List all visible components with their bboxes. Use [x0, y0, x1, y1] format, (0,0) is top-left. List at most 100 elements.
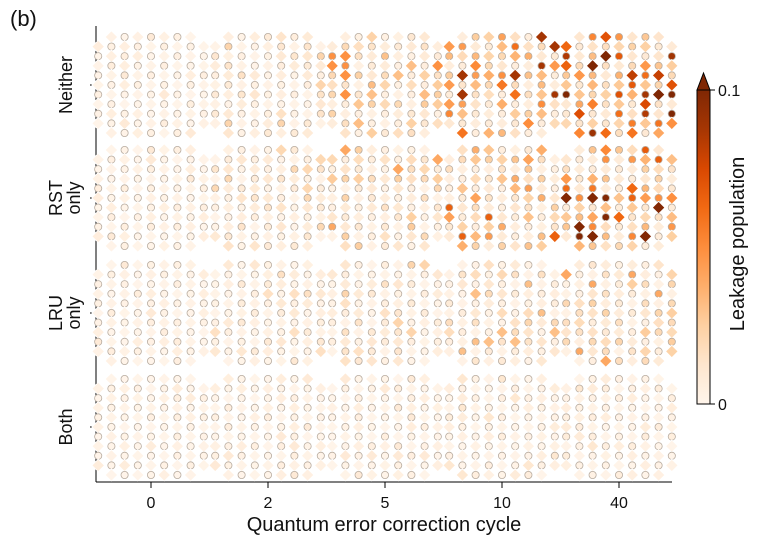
- measure-qubit-marker: [559, 381, 573, 396]
- data-qubit-marker: [160, 100, 169, 109]
- measure-qubit-marker: [183, 429, 198, 444]
- data-qubit-marker: [341, 100, 350, 109]
- qubit-array-panel: [208, 258, 328, 368]
- measure-qubit-marker: [144, 267, 158, 282]
- measure-qubit-marker: [221, 49, 236, 63]
- measure-qubit-marker: [548, 420, 562, 434]
- measure-qubit-marker: [651, 429, 666, 444]
- measure-qubit-marker: [274, 296, 288, 311]
- data-qubit-marker: [277, 270, 286, 279]
- measure-qubit-marker: [651, 68, 666, 83]
- data-qubit-marker: [667, 203, 676, 212]
- measure-qubit-marker: [197, 381, 211, 396]
- data-qubit-marker: [407, 280, 416, 289]
- data-qubit-marker: [628, 403, 637, 412]
- measure-qubit-marker: [482, 391, 496, 405]
- measure-qubit-marker: [144, 59, 158, 73]
- measure-qubit-marker: [378, 78, 392, 92]
- data-qubit-marker: [120, 222, 129, 231]
- measure-qubit-marker: [183, 354, 198, 368]
- data-qubit-marker: [407, 109, 416, 118]
- data-qubit-marker: [484, 61, 493, 70]
- data-qubit-marker: [133, 384, 142, 393]
- qubit-array-panel: [559, 143, 679, 253]
- data-qubit-marker: [94, 165, 103, 174]
- measure-qubit-marker: [91, 152, 105, 167]
- measure-qubit-marker: [442, 458, 456, 473]
- measure-qubit-marker: [221, 354, 236, 368]
- data-qubit-marker: [199, 222, 208, 231]
- measure-qubit-marker: [144, 458, 158, 473]
- measure-qubit-marker: [365, 181, 379, 196]
- data-qubit-marker: [458, 42, 467, 51]
- measure-qubit-marker: [417, 68, 432, 83]
- data-qubit-marker: [146, 33, 155, 42]
- measure-qubit-marker: [638, 325, 653, 339]
- measure-qubit-marker: [585, 152, 600, 167]
- measure-qubit-marker: [221, 162, 236, 176]
- measure-qubit-marker: [417, 372, 432, 386]
- measure-qubit-marker: [287, 439, 302, 453]
- data-qubit-marker: [420, 461, 429, 470]
- measure-qubit-marker: [300, 429, 315, 444]
- measure-qubit-marker: [431, 267, 445, 282]
- measure-qubit-marker: [117, 325, 132, 339]
- data-qubit-marker: [341, 347, 350, 356]
- measure-qubit-marker: [534, 162, 549, 176]
- measure-qubit-marker: [521, 267, 536, 282]
- data-qubit-marker: [471, 241, 480, 250]
- data-qubit-marker: [575, 384, 584, 393]
- measure-qubit-marker: [455, 354, 470, 368]
- data-qubit-marker: [224, 155, 233, 164]
- measure-qubit-marker: [338, 107, 353, 121]
- measure-qubit-marker: [300, 258, 315, 272]
- measure-qubit-marker: [287, 287, 302, 301]
- data-qubit-marker: [667, 280, 676, 289]
- measure-qubit-marker: [468, 287, 483, 301]
- data-qubit-marker: [524, 184, 533, 193]
- data-qubit-marker: [537, 270, 546, 279]
- measure-qubit-marker: [261, 97, 275, 111]
- data-qubit-marker: [445, 299, 454, 308]
- measure-qubit-marker: [482, 200, 496, 215]
- measure-qubit-marker: [534, 296, 549, 311]
- measure-qubit-marker: [495, 210, 509, 224]
- measure-qubit-marker: [287, 210, 302, 224]
- data-qubit-marker: [394, 232, 403, 241]
- measure-qubit-marker: [572, 354, 587, 368]
- data-qubit-marker: [407, 337, 416, 346]
- data-qubit-marker: [224, 347, 233, 356]
- data-qubit-marker: [186, 461, 195, 470]
- measure-qubit-marker: [625, 410, 639, 425]
- measure-qubit-marker: [261, 420, 275, 434]
- measure-qubit-marker: [351, 420, 366, 434]
- data-qubit-marker: [654, 193, 663, 202]
- data-qubit-marker: [277, 81, 286, 90]
- data-qubit-marker: [237, 413, 246, 422]
- data-qubit-marker: [628, 42, 637, 51]
- measure-qubit-marker: [665, 458, 679, 473]
- data-qubit-marker: [316, 394, 325, 403]
- measure-qubit-marker: [234, 191, 249, 205]
- measure-qubit-marker: [391, 335, 405, 349]
- measure-qubit-marker: [599, 410, 613, 425]
- measure-qubit-marker: [104, 200, 119, 215]
- measure-qubit-marker: [391, 468, 405, 482]
- data-qubit-marker: [407, 203, 416, 212]
- data-qubit-marker: [250, 403, 259, 412]
- data-qubit-marker: [588, 318, 597, 327]
- measure-qubit-marker: [183, 277, 198, 291]
- measure-qubit-marker: [365, 87, 379, 102]
- measure-qubit-marker: [208, 172, 222, 186]
- measure-qubit-marker: [612, 39, 626, 54]
- data-qubit-marker: [303, 155, 312, 164]
- measure-qubit-marker: [338, 258, 353, 272]
- data-qubit-marker: [316, 451, 325, 460]
- measure-qubit-marker: [208, 420, 222, 434]
- measure-qubit-marker: [325, 97, 339, 111]
- measure-qubit-marker: [300, 49, 315, 63]
- data-qubit-marker: [458, 100, 467, 109]
- measure-qubit-marker: [248, 181, 262, 196]
- data-qubit-marker: [484, 289, 493, 298]
- data-qubit-marker: [550, 299, 559, 308]
